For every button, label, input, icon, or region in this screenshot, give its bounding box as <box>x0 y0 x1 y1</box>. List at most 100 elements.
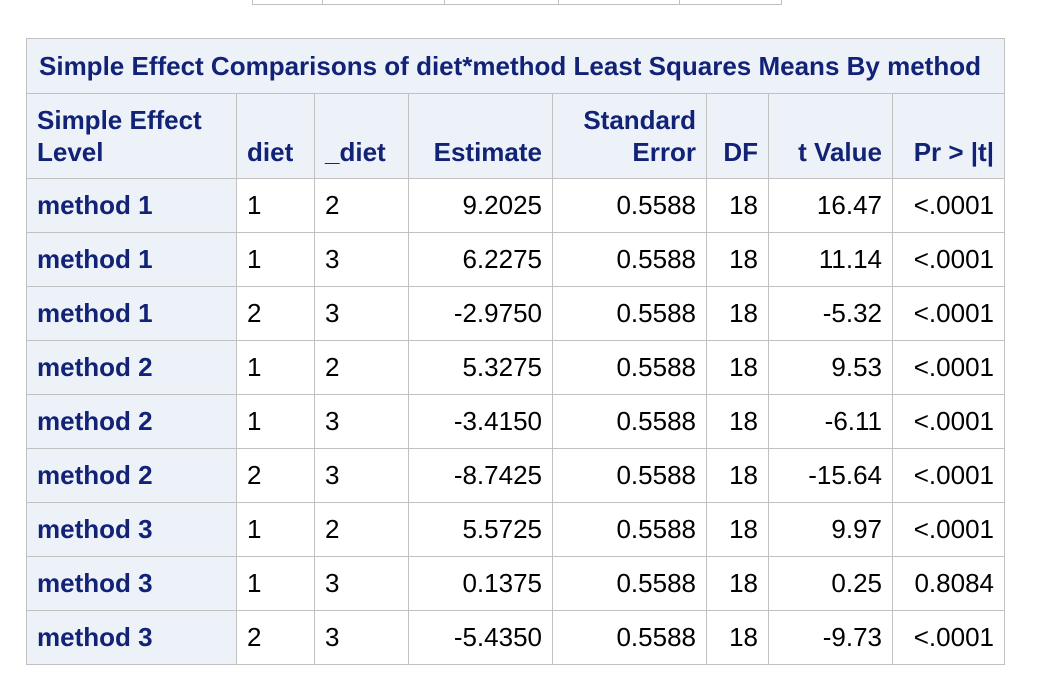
cell-estimate: -5.4350 <box>408 610 553 665</box>
cell-pr: <.0001 <box>892 286 1005 341</box>
cell-tvalue: -15.64 <box>768 448 893 503</box>
cell-pr: <.0001 <box>892 610 1005 665</box>
cell-pr: <.0001 <box>892 502 1005 557</box>
cell-stderr: 0.5588 <box>552 232 707 287</box>
table-row: method 1 1 2 9.2025 0.5588 18 16.47 <.00… <box>26 178 1005 233</box>
row-level: method 2 <box>26 448 237 503</box>
table-row: method 2 1 2 5.3275 0.5588 18 9.53 <.000… <box>26 340 1005 395</box>
cell-stderr: 0.5588 <box>552 610 707 665</box>
cell-stderr: 0.5588 <box>552 556 707 611</box>
cell-pr: <.0001 <box>892 448 1005 503</box>
cell-df: 18 <box>706 610 769 665</box>
col-header-level-line1: Simple Effect <box>37 105 202 135</box>
cell-pr: 0.8084 <box>892 556 1005 611</box>
cell-df: 18 <box>706 232 769 287</box>
cell-diet: 1 <box>236 556 315 611</box>
cell-_diet: 3 <box>314 232 409 287</box>
table-row: method 3 1 3 0.1375 0.5588 18 0.25 0.808… <box>26 556 1005 611</box>
previous-table-cell <box>322 0 445 5</box>
col-header-stderr: Standard Error <box>552 93 707 179</box>
cell-diet: 2 <box>236 448 315 503</box>
cell-_diet: 3 <box>314 556 409 611</box>
row-level: method 2 <box>26 394 237 449</box>
header-row: Simple Effect Level diet _diet Estimate … <box>26 93 1005 179</box>
cell-diet: 1 <box>236 178 315 233</box>
cell-df: 18 <box>706 286 769 341</box>
table-caption: Simple Effect Comparisons of diet*method… <box>26 38 1005 94</box>
cell-tvalue: 11.14 <box>768 232 893 287</box>
cell-df: 18 <box>706 394 769 449</box>
cell-_diet: 3 <box>314 286 409 341</box>
col-header-_diet: _diet <box>314 93 409 179</box>
col-header-estimate: Estimate <box>408 93 553 179</box>
col-header-level: Simple Effect Level <box>26 93 237 179</box>
row-level: method 1 <box>26 286 237 341</box>
cell-estimate: 5.3275 <box>408 340 553 395</box>
cell-df: 18 <box>706 340 769 395</box>
cell-pr: <.0001 <box>892 178 1005 233</box>
row-level: method 3 <box>26 556 237 611</box>
cell-df: 18 <box>706 448 769 503</box>
cell-diet: 1 <box>236 502 315 557</box>
row-level: method 3 <box>26 502 237 557</box>
cell-diet: 1 <box>236 340 315 395</box>
previous-table-cell <box>679 0 782 5</box>
cell-diet: 1 <box>236 394 315 449</box>
col-header-level-line2: Level <box>37 137 104 167</box>
cell-tvalue: 9.53 <box>768 340 893 395</box>
cell-df: 18 <box>706 556 769 611</box>
cell-tvalue: 16.47 <box>768 178 893 233</box>
simple-effect-comparisons-table: Simple Effect Comparisons of diet*method… <box>26 38 1005 665</box>
previous-table-remnant <box>252 0 782 5</box>
cell-estimate: -3.4150 <box>408 394 553 449</box>
row-level: method 3 <box>26 610 237 665</box>
previous-table-cell <box>558 0 680 5</box>
cell-tvalue: -9.73 <box>768 610 893 665</box>
cell-pr: <.0001 <box>892 232 1005 287</box>
cell-diet: 2 <box>236 286 315 341</box>
row-level: method 1 <box>26 178 237 233</box>
cell-_diet: 3 <box>314 394 409 449</box>
previous-table-cell <box>252 0 323 5</box>
cell-df: 18 <box>706 178 769 233</box>
cell-estimate: -2.9750 <box>408 286 553 341</box>
cell-stderr: 0.5588 <box>552 502 707 557</box>
table-row: method 3 2 3 -5.4350 0.5588 18 -9.73 <.0… <box>26 610 1005 665</box>
cell-pr: <.0001 <box>892 340 1005 395</box>
cell-_diet: 3 <box>314 448 409 503</box>
cell-stderr: 0.5588 <box>552 394 707 449</box>
col-header-stderr-line2: Error <box>632 137 696 167</box>
cell-stderr: 0.5588 <box>552 178 707 233</box>
table-row: method 2 2 3 -8.7425 0.5588 18 -15.64 <.… <box>26 448 1005 503</box>
col-header-df: DF <box>706 93 769 179</box>
cell-stderr: 0.5588 <box>552 286 707 341</box>
cell-stderr: 0.5588 <box>552 448 707 503</box>
cell-_diet: 2 <box>314 340 409 395</box>
row-level: method 2 <box>26 340 237 395</box>
cell-tvalue: 0.25 <box>768 556 893 611</box>
cell-pr: <.0001 <box>892 394 1005 449</box>
col-header-tvalue: t Value <box>768 93 893 179</box>
cell-estimate: 5.5725 <box>408 502 553 557</box>
cell-diet: 2 <box>236 610 315 665</box>
cell-estimate: 6.2275 <box>408 232 553 287</box>
cell-_diet: 2 <box>314 502 409 557</box>
cell-estimate: 0.1375 <box>408 556 553 611</box>
cell-_diet: 3 <box>314 610 409 665</box>
cell-_diet: 2 <box>314 178 409 233</box>
cell-estimate: 9.2025 <box>408 178 553 233</box>
previous-table-cell <box>444 0 559 5</box>
cell-estimate: -8.7425 <box>408 448 553 503</box>
row-level: method 1 <box>26 232 237 287</box>
table-row: method 3 1 2 5.5725 0.5588 18 9.97 <.000… <box>26 502 1005 557</box>
cell-stderr: 0.5588 <box>552 340 707 395</box>
cell-diet: 1 <box>236 232 315 287</box>
cell-tvalue: 9.97 <box>768 502 893 557</box>
col-header-stderr-line1: Standard <box>583 105 696 135</box>
table-row: method 1 1 3 6.2275 0.5588 18 11.14 <.00… <box>26 232 1005 287</box>
col-header-pr: Pr > |t| <box>892 93 1005 179</box>
table-row: method 1 2 3 -2.9750 0.5588 18 -5.32 <.0… <box>26 286 1005 341</box>
cell-df: 18 <box>706 502 769 557</box>
cell-tvalue: -6.11 <box>768 394 893 449</box>
